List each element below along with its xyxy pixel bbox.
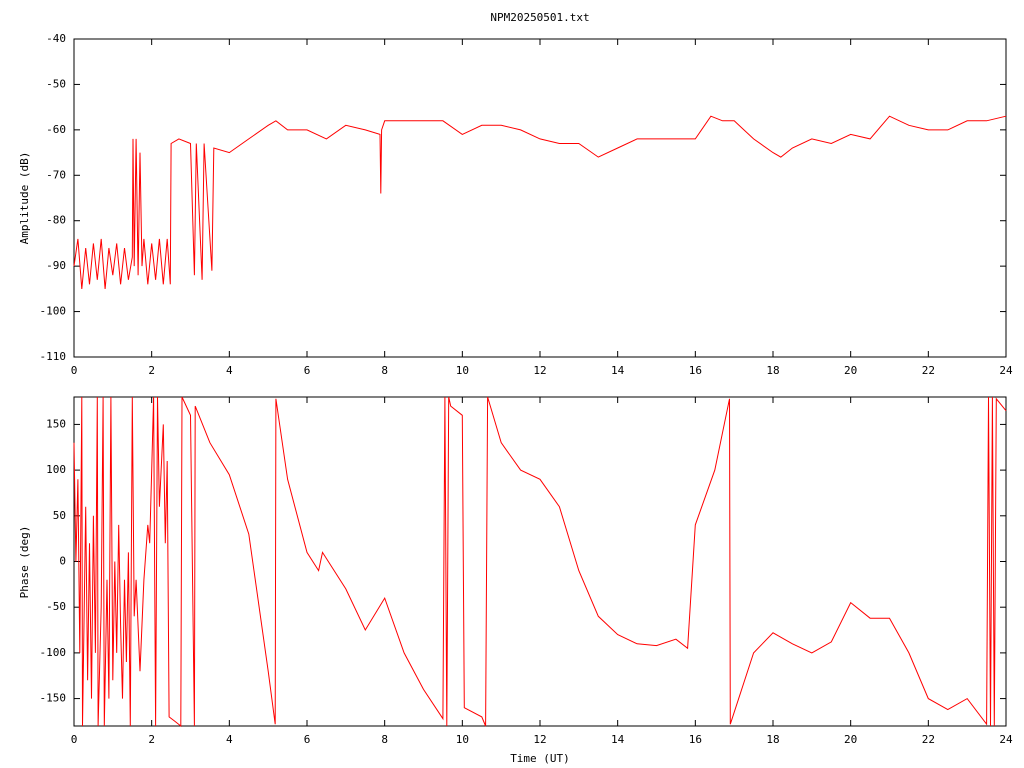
- x-tick-label: 0: [71, 733, 78, 746]
- x-tick-label: 12: [533, 733, 546, 746]
- y-tick-label: -70: [46, 168, 66, 181]
- x-tick-label: 16: [689, 733, 702, 746]
- y-tick-label: -100: [40, 305, 67, 318]
- y-tick-label: 0: [59, 555, 66, 568]
- x-tick-label: 20: [844, 733, 857, 746]
- x-tick-label: 24: [999, 733, 1013, 746]
- x-tick-label: 18: [766, 364, 779, 377]
- y-tick-label: 100: [46, 463, 66, 476]
- y-tick-label: -110: [40, 350, 67, 363]
- data-line: [73, 115, 1007, 289]
- x-tick-label: 22: [922, 733, 935, 746]
- x-tick-label: 6: [304, 364, 311, 377]
- x-tick-label: 6: [304, 733, 311, 746]
- x-axis-label: Time (UT): [510, 752, 570, 765]
- y-tick-label: 150: [46, 417, 66, 430]
- x-tick-label: 12: [533, 364, 546, 377]
- x-tick-label: 10: [456, 364, 469, 377]
- x-tick-label: 8: [381, 733, 388, 746]
- y-axis-label: Phase (deg): [18, 526, 31, 599]
- x-tick-label: 4: [226, 733, 233, 746]
- x-tick-label: 2: [148, 364, 155, 377]
- x-tick-label: 8: [381, 364, 388, 377]
- x-tick-label: 10: [456, 733, 469, 746]
- y-tick-label: -50: [46, 77, 66, 90]
- y-tick-label: 50: [53, 509, 66, 522]
- x-tick-label: 18: [766, 733, 779, 746]
- y-tick-label: -150: [40, 692, 67, 705]
- y-tick-label: -100: [40, 646, 67, 659]
- x-tick-label: 14: [611, 364, 625, 377]
- x-tick-label: 4: [226, 364, 233, 377]
- plot-frame: [73, 396, 1007, 727]
- y-tick-label: -90: [46, 259, 66, 272]
- chart-title: NPM20250501.txt: [490, 11, 589, 24]
- y-tick-label: -80: [46, 214, 66, 227]
- x-tick-label: 2: [148, 733, 155, 746]
- x-tick-label: 24: [999, 364, 1013, 377]
- y-axis-label: Amplitude (dB): [18, 152, 31, 245]
- x-tick-label: 22: [922, 364, 935, 377]
- plot-frame: [73, 38, 1007, 358]
- y-tick-label: -40: [46, 32, 66, 45]
- y-tick-label: -60: [46, 123, 66, 136]
- x-tick-label: 0: [71, 364, 78, 377]
- x-tick-label: 20: [844, 364, 857, 377]
- x-tick-label: 16: [689, 364, 702, 377]
- data-line: [73, 396, 1007, 728]
- y-tick-label: -50: [46, 600, 66, 613]
- x-tick-label: 14: [611, 733, 625, 746]
